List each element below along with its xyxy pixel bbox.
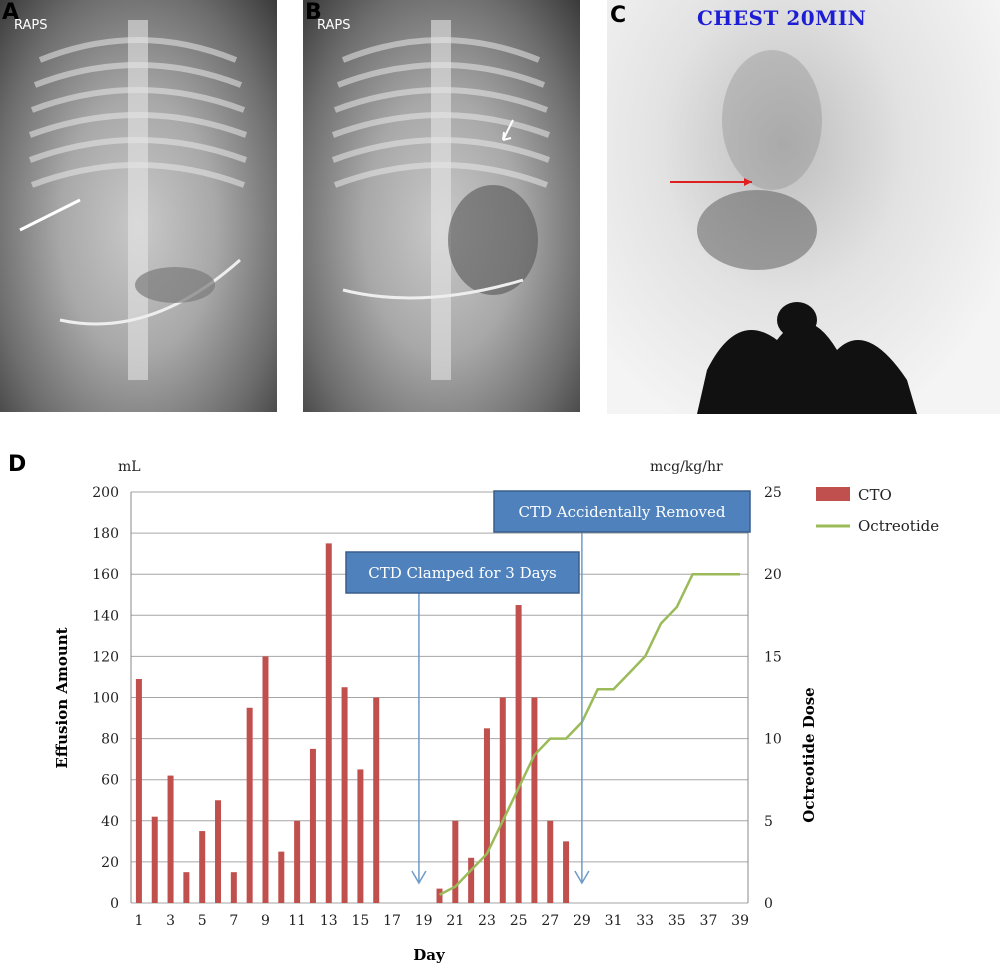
radiograph-panel-a: A RAPS <box>0 0 277 412</box>
x-tick-label: 9 <box>261 913 270 929</box>
x-tick-label: 1 <box>134 913 143 929</box>
scintigraphy-panel-c: C CHEST 20MIN <box>607 0 1000 414</box>
panel-a-letter: A <box>2 0 20 25</box>
cto-bar <box>135 679 142 903</box>
x-tick-label: 13 <box>320 913 338 929</box>
x-tick-label: 39 <box>731 913 749 929</box>
radiograph-b-image <box>331 20 551 380</box>
callout-box <box>345 551 580 594</box>
x-tick-label: 27 <box>541 913 559 929</box>
x-tick-label: 5 <box>198 913 207 929</box>
x-axis-label: Day <box>413 946 446 964</box>
radiograph-a-image <box>19 20 248 380</box>
scintigraphy-image <box>670 50 917 414</box>
y-tick-label: 160 <box>92 567 119 583</box>
x-axis-ticks: 1 3 5 7 9 11 13 15 17 19 21 23 25 27 29 31 33 35 37 39 <box>134 913 749 929</box>
x-tick-label: 31 <box>605 913 623 929</box>
legend-octreotide-label: Octreotide <box>858 517 939 535</box>
y2-tick-label: 20 <box>764 567 782 583</box>
panel-d-letter: D <box>8 452 27 477</box>
cto-bar <box>357 769 364 903</box>
cto-bar <box>215 800 222 903</box>
panel-a-sublabel: RAPS <box>14 18 48 33</box>
x-tick-label: 15 <box>351 913 369 929</box>
cto-bar <box>531 697 538 903</box>
cto-bar <box>499 697 506 903</box>
y2-axis-label: Octreotide Dose <box>800 687 818 822</box>
x-tick-label: 17 <box>383 913 401 929</box>
x-tick-label: 29 <box>573 913 591 929</box>
cto-bar <box>483 728 490 903</box>
x-tick-label: 33 <box>636 913 654 929</box>
callout-box <box>493 490 751 533</box>
cto-bar <box>294 820 301 903</box>
panel-c-letter: C <box>610 3 627 28</box>
panel-c-title: CHEST 20MIN <box>697 6 867 30</box>
y-tick-label: 200 <box>92 485 119 501</box>
cto-bar <box>563 841 570 903</box>
left-axis-unit: mL <box>118 459 141 475</box>
callout-arrowhead <box>411 870 427 885</box>
y-tick-label: 20 <box>101 855 119 871</box>
y-tick-label: 140 <box>92 608 119 624</box>
cto-bar <box>199 831 206 903</box>
y2-tick-label: 15 <box>764 649 782 665</box>
cto-bar <box>452 820 459 903</box>
x-tick-label: 21 <box>446 913 464 929</box>
x-tick-label: 3 <box>166 913 175 929</box>
cto-bar <box>151 816 158 903</box>
panel-b-sublabel: RAPS <box>317 18 351 33</box>
chart-legend: CTO Octreotide <box>816 486 939 535</box>
y2-tick-label: 5 <box>764 814 773 830</box>
y-tick-label: 40 <box>101 814 119 830</box>
cto-bar <box>468 857 475 903</box>
cto-bar <box>246 707 253 903</box>
y2-tick-label: 25 <box>764 485 782 501</box>
legend-cto-swatch <box>816 487 850 501</box>
cto-bar <box>230 872 237 903</box>
legend-cto-label: CTO <box>858 486 892 504</box>
x-tick-label: 7 <box>229 913 238 929</box>
octreotide-line <box>438 572 741 896</box>
y-axis-label: Effusion Amount <box>53 627 71 768</box>
cto-bar <box>183 872 190 903</box>
callout-label: CTD Accidentally Removed <box>518 503 725 521</box>
x-tick-label: 35 <box>668 913 686 929</box>
cto-bar <box>515 605 522 903</box>
cto-bar <box>325 543 332 903</box>
callout-label: CTD Clamped for 3 Days <box>368 564 557 582</box>
cto-bar <box>262 656 269 903</box>
cto-bar <box>167 775 174 903</box>
cto-bar <box>547 820 554 903</box>
x-tick-label: 23 <box>478 913 496 929</box>
cto-bar <box>309 748 316 903</box>
octreotide-series-line <box>438 572 741 896</box>
panel-b-letter: B <box>305 0 322 25</box>
right-axis-unit: mcg/kg/hr <box>650 459 723 475</box>
y-tick-label: 60 <box>101 773 119 789</box>
x-tick-label: 11 <box>288 913 306 929</box>
y-tick-label: 180 <box>92 526 119 542</box>
y-tick-label: 0 <box>110 896 119 912</box>
radiograph-panel-b: B RAPS <box>303 0 580 412</box>
white-arrow-icon <box>502 119 514 141</box>
y-tick-label: 100 <box>92 691 119 707</box>
right-axis-ticks: 0 5 10 15 20 25 <box>764 485 782 912</box>
y-tick-label: 80 <box>101 732 119 748</box>
cto-bar <box>278 851 285 903</box>
cto-bars <box>135 543 570 903</box>
cto-bar <box>341 687 348 903</box>
callouts: CTD Clamped for 3 Days CTD Accidentally R… <box>345 490 751 885</box>
y-tick-label: 120 <box>92 649 119 665</box>
y2-tick-label: 0 <box>764 896 773 912</box>
cto-bar <box>436 888 443 903</box>
left-axis-ticks: 0 20 40 60 80 100 120 140 160 180 200 <box>92 485 119 912</box>
effusion-octreotide-chart: CTD Clamped for 3 Days CTD Accidentally R… <box>53 459 939 964</box>
x-tick-label: 37 <box>700 913 718 929</box>
y2-tick-label: 10 <box>764 732 782 748</box>
callout-arrowhead <box>574 870 590 885</box>
cto-bar <box>373 697 380 903</box>
x-tick-label: 25 <box>510 913 528 929</box>
x-tick-label: 19 <box>415 913 433 929</box>
